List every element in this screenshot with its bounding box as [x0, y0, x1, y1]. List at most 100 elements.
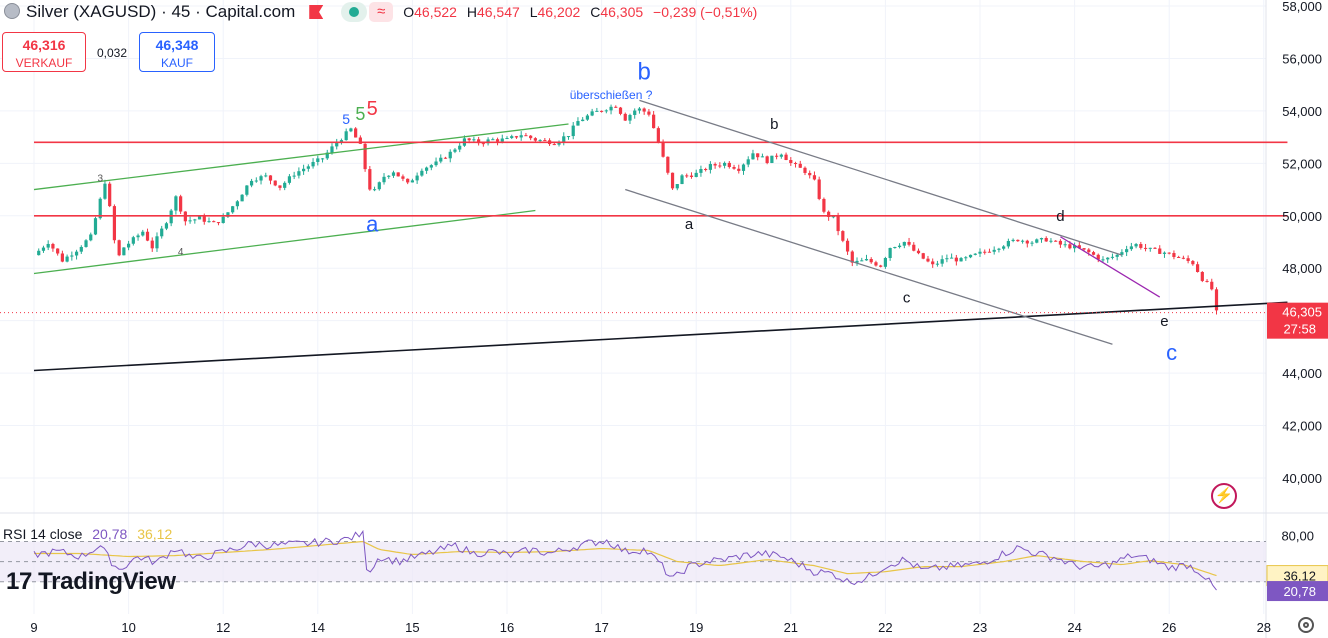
wave-label: überschießen ?: [570, 88, 653, 102]
sell-label: VERKAUF: [15, 56, 73, 70]
candle-body: [983, 251, 987, 253]
symbol-title[interactable]: Silver (XAGUSD) · 45 · Capital.com: [26, 2, 296, 21]
candle-body: [779, 154, 783, 157]
candle-body: [737, 168, 741, 171]
candle-body: [316, 158, 320, 162]
candle-body: [349, 128, 353, 132]
lower-channel-line: [33, 209, 536, 275]
wave-label: b: [637, 58, 650, 85]
candle-body: [477, 139, 481, 144]
candle-body: [231, 206, 235, 213]
wave-label: a: [366, 212, 379, 237]
candle-body: [912, 244, 916, 251]
candle-body: [221, 216, 225, 223]
candle-body: [164, 223, 169, 229]
ohlc-high-label: H: [466, 4, 477, 20]
candle-body: [1148, 247, 1152, 249]
candle-body: [1049, 240, 1053, 242]
candle-body: [254, 180, 258, 182]
price-tick-label: 52,000: [1282, 156, 1322, 171]
tradingview-logo[interactable]: 17 TradingView: [6, 568, 176, 596]
candle-body: [1063, 244, 1067, 246]
last-price-label: 46,305: [1282, 305, 1322, 320]
candle-body: [1006, 240, 1010, 247]
candle-body: [1030, 242, 1034, 244]
sell-price: 46,316: [22, 37, 66, 53]
rsi-ma-tag-label: 36,12: [1283, 569, 1316, 584]
rsi-legend[interactable]: RSI 14 close 20,78 36,12: [3, 526, 172, 542]
candle-body: [907, 241, 911, 245]
candle-body: [127, 243, 131, 248]
candle-body: [273, 180, 277, 186]
candle-body: [500, 138, 504, 142]
candle-body: [401, 176, 405, 179]
candle-body: [950, 257, 954, 259]
candle-body: [37, 250, 41, 256]
candle-body: [1077, 245, 1081, 249]
candle-body: [893, 247, 897, 249]
lightning-icon[interactable]: ⚡: [1211, 483, 1237, 509]
wave-icon[interactable]: ≈: [369, 2, 394, 22]
candle-body: [628, 114, 632, 121]
time-tick-label: 26: [1162, 620, 1176, 635]
candle-body: [292, 175, 296, 177]
candle-body: [74, 251, 79, 256]
candle-body: [1106, 257, 1110, 260]
candle-body: [789, 160, 793, 164]
candle-body: [883, 257, 887, 267]
candle-body: [46, 243, 50, 248]
sell-button[interactable]: 46,316 VERKAUF: [2, 32, 86, 72]
time-tick-label: 22: [878, 620, 892, 635]
candle-body: [406, 178, 410, 183]
price-tick-label: 40,000: [1282, 471, 1322, 486]
time-tick-label: 24: [1067, 620, 1081, 635]
candle-body: [1054, 240, 1058, 242]
candle-body: [921, 253, 925, 259]
candle-body: [916, 250, 921, 254]
candle-body: [557, 141, 561, 145]
candle-body: [103, 183, 107, 199]
candle-body: [879, 265, 883, 267]
candle-body: [259, 176, 263, 181]
candle-body: [491, 139, 495, 141]
candle-body: [1110, 256, 1115, 258]
candle-body: [543, 140, 547, 142]
buy-button[interactable]: 46,348 KAUF: [139, 32, 215, 72]
candle-body: [1011, 239, 1015, 241]
candle-body: [670, 172, 675, 189]
candle-body: [235, 201, 239, 207]
candle-body: [448, 151, 452, 159]
gear-icon[interactable]: [1298, 617, 1314, 633]
buy-label: KAUF: [160, 56, 193, 70]
wedge-line-line: [1060, 236, 1161, 298]
price-tick-label: 48,000: [1282, 261, 1322, 276]
candle-body: [614, 106, 618, 108]
candle-body: [808, 172, 812, 176]
candle-body: [964, 257, 968, 259]
candle-body: [311, 161, 315, 167]
candle-body: [1020, 240, 1025, 242]
candle-body: [1177, 256, 1181, 258]
wave-label: 3: [97, 174, 103, 185]
candle-body: [708, 164, 712, 170]
candle-body: [1035, 239, 1039, 243]
market-status-icon[interactable]: [341, 2, 368, 22]
candle-body: [713, 164, 717, 166]
candle-body: [945, 258, 949, 260]
candle-body: [642, 108, 646, 112]
candle-body: [562, 136, 566, 142]
ohlc-low-value: 46,202: [537, 4, 581, 20]
candle-body: [954, 257, 958, 262]
rsi-line: [33, 529, 1217, 591]
candle-body: [240, 194, 244, 202]
candle-body: [869, 258, 873, 263]
candle-body: [618, 107, 623, 114]
candle-body: [325, 152, 329, 159]
tradingview-mark-icon: 17: [6, 568, 33, 595]
candle-body: [978, 251, 982, 254]
candle-body: [637, 108, 642, 111]
flag-icon[interactable]: [309, 5, 324, 19]
rsi-ma-line: [34, 540, 1217, 577]
candle-body: [335, 142, 339, 147]
